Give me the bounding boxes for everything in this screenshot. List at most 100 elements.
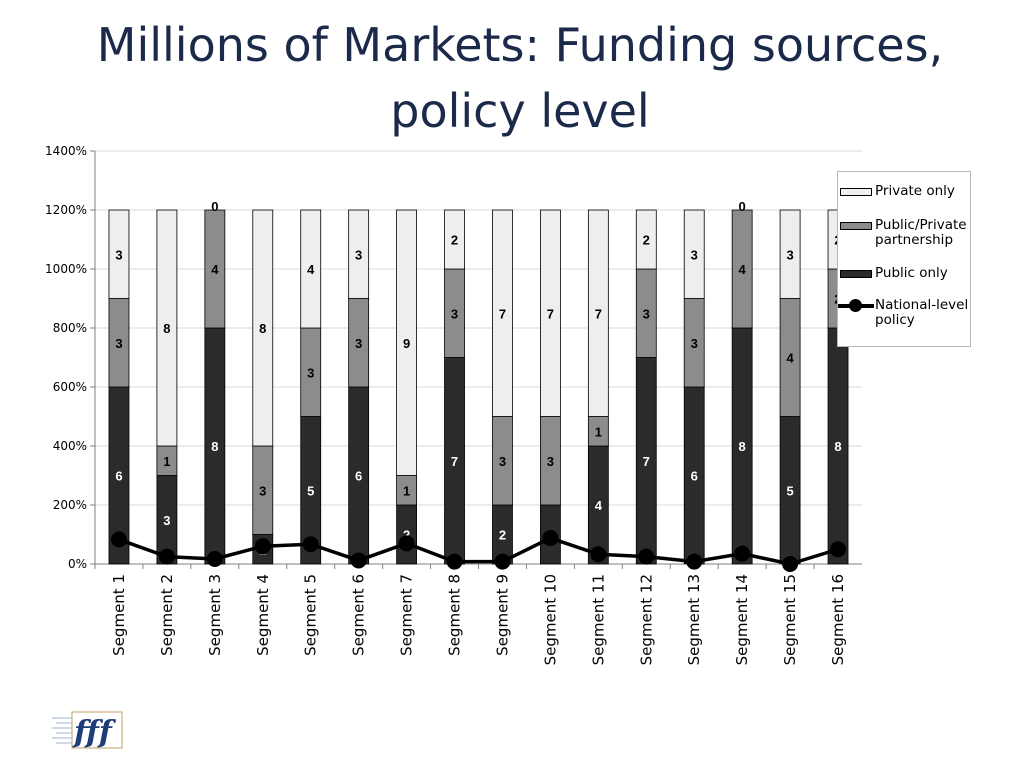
data-label-public-only: 6	[115, 469, 122, 484]
bar-private-only	[492, 209, 513, 417]
point-national-level-policy	[350, 552, 367, 569]
data-label-public-only: 5	[786, 483, 793, 498]
point-national-level-policy	[206, 550, 223, 567]
data-label-public-private: 4	[786, 351, 794, 366]
data-label-public-private: 1	[595, 424, 602, 439]
data-label-private-only: 2	[451, 233, 458, 248]
data-label-public-private: 1	[403, 483, 410, 498]
data-label-public-only: 8	[834, 439, 841, 454]
bar-private-only	[396, 209, 417, 476]
x-tick-label: Segment 6	[350, 574, 368, 656]
bar-private-only	[444, 209, 465, 270]
point-national-level-policy	[494, 553, 511, 570]
data-label-private-only: 7	[595, 306, 602, 321]
data-label-private-only: 3	[355, 247, 362, 262]
y-tick-label: 800%	[53, 321, 87, 335]
data-label-public-private: 3	[691, 336, 698, 351]
point-national-level-policy	[830, 541, 847, 558]
data-label-public-private: 3	[115, 336, 122, 351]
point-national-level-policy	[734, 545, 751, 562]
y-tick-label: 1000%	[45, 262, 87, 276]
bar-private-only	[540, 209, 561, 417]
point-national-level-policy	[686, 553, 703, 570]
data-label-public-private: 4	[211, 262, 219, 277]
data-label-private-only: 0	[211, 199, 218, 214]
data-label-public-private: 3	[355, 336, 362, 351]
legend-swatch-public-only	[840, 270, 872, 278]
legend-label-national: National-level policy	[875, 297, 969, 328]
line-national-level-policy	[118, 536, 839, 566]
title-line-2: policy level	[390, 84, 650, 138]
y-tick-label: 400%	[53, 439, 87, 453]
data-label-public-only: 7	[451, 454, 458, 469]
point-national-level-policy	[782, 556, 799, 572]
y-tick-label: 200%	[53, 498, 87, 512]
bar-public-private	[731, 209, 753, 329]
y-tick-label: 600%	[53, 380, 87, 394]
point-national-level-policy	[590, 546, 607, 563]
bar-private-only	[156, 209, 178, 447]
legend-label-private-only: Private only	[875, 183, 955, 199]
bar-private-only	[348, 209, 370, 299]
x-tick-label: Segment 12	[637, 574, 655, 665]
x-tick-label: Segment 8	[446, 574, 464, 656]
data-label-private-only: 9	[403, 336, 410, 351]
x-tick-label: Segment 13	[685, 574, 703, 665]
bar-private-only	[779, 209, 801, 299]
data-label-public-only: 6	[355, 469, 362, 484]
x-tick-label: Segment 14	[733, 574, 751, 665]
y-tick-label: 1200%	[45, 203, 87, 217]
data-label-public-private: 3	[547, 454, 554, 469]
x-tick-label: Segment 7	[398, 574, 416, 656]
data-label-public-only: 2	[499, 528, 506, 543]
point-national-level-policy	[638, 548, 655, 565]
data-label-private-only: 3	[786, 247, 793, 262]
data-label-private-only: 2	[643, 233, 650, 248]
data-label-public-private: 3	[499, 454, 506, 469]
x-tick-label: Segment 15	[781, 574, 799, 665]
data-label-public-only: 5	[307, 483, 314, 498]
bar-private-only	[683, 209, 705, 299]
point-national-level-policy	[158, 548, 175, 565]
data-label-private-only: 8	[163, 321, 170, 336]
legend-swatch-private-only	[840, 188, 872, 196]
x-tick-label: Segment 2	[158, 574, 176, 656]
y-tick-label: 1400%	[45, 144, 87, 158]
data-label-private-only: 7	[547, 306, 554, 321]
data-label-public-private: 3	[643, 306, 650, 321]
data-label-private-only: 4	[307, 262, 315, 277]
x-tick-label: Segment 1	[110, 574, 128, 656]
data-label-public-private: 3	[451, 306, 458, 321]
data-label-public-only: 8	[739, 439, 746, 454]
slide-title: Millions of Markets: Funding sources, po…	[60, 12, 980, 144]
data-label-public-only: 7	[643, 454, 650, 469]
data-label-public-only: 2	[403, 528, 410, 543]
x-tick-label: Segment 9	[493, 574, 511, 656]
svg-text:fff: fff	[72, 715, 117, 750]
data-label-private-only: 0	[739, 199, 746, 214]
legend-label-public-only: Public only	[875, 265, 948, 281]
x-tick-label: Segment 4	[254, 574, 272, 656]
x-tick-label: Segment 10	[541, 574, 559, 665]
data-label-public-only: 4	[595, 498, 603, 513]
legend-swatch-public-private	[840, 222, 872, 230]
data-label-private-only: 8	[259, 321, 266, 336]
bar-private-only	[300, 209, 322, 329]
data-label-private-only: 3	[115, 247, 122, 262]
x-tick-label: Segment 16	[829, 574, 847, 665]
data-label-private-only: 7	[499, 306, 506, 321]
point-national-level-policy	[542, 530, 559, 547]
data-label-public-private: 3	[259, 483, 266, 498]
point-national-level-policy	[254, 538, 271, 555]
bar-public-private	[204, 209, 226, 329]
point-national-level-policy	[302, 536, 319, 553]
title-line-1: Millions of Markets: Funding sources,	[96, 18, 944, 72]
point-national-level-policy	[398, 535, 415, 552]
data-label-public-private: 3	[307, 365, 314, 380]
data-label-public-only: 3	[163, 513, 170, 528]
chart-legend: Private only Public/Private partnership …	[837, 171, 971, 347]
legend-label-public-private: Public/Private partnership	[875, 217, 967, 248]
y-tick-label: 0%	[68, 557, 87, 571]
x-tick-label: Segment 3	[206, 574, 224, 656]
